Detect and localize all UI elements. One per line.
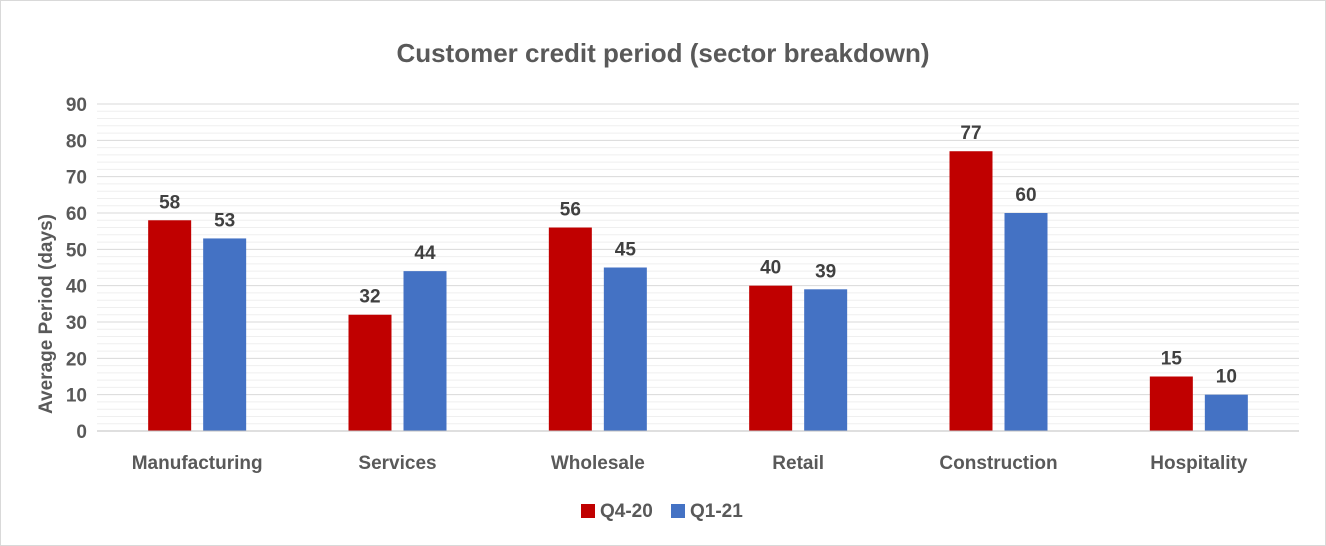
bar-q4-20-construction: [949, 151, 993, 431]
y-axis-ticks: 0 10 20 30 40 50 60 70 80 90: [66, 95, 87, 443]
bar-q4-20-manufacturing: [148, 220, 192, 431]
data-label: 39: [815, 261, 836, 282]
y-tick-label: 0: [76, 422, 87, 443]
legend-item-q4-20: Q4-20: [581, 501, 653, 522]
x-tick-label: Retail: [772, 453, 824, 474]
bar-q4-20-hospitality: [1149, 376, 1193, 431]
bar-q1-21-manufacturing: [203, 238, 247, 431]
x-tick-label: Manufacturing: [132, 453, 263, 474]
data-label: 56: [560, 200, 581, 221]
x-tick-label: Wholesale: [551, 453, 645, 474]
data-label: 15: [1161, 349, 1183, 370]
bar-q4-20-retail: [749, 285, 793, 431]
bar-q1-21-retail: [804, 289, 848, 431]
bar-q1-21-wholesale: [603, 267, 647, 431]
legend-item-q1-21: Q1-21: [671, 501, 743, 522]
bar-q1-21-construction: [1004, 213, 1048, 431]
y-tick-label: 10: [66, 386, 87, 407]
legend-label: Q1-21: [690, 501, 743, 522]
data-label: 44: [414, 243, 436, 264]
data-label: 45: [615, 240, 637, 261]
gridlines: [97, 103, 1299, 425]
legend-swatch: [671, 504, 685, 518]
legend-swatch: [581, 504, 595, 518]
chart-title: Customer credit period (sector breakdown…: [396, 38, 929, 68]
y-tick-label: 20: [66, 349, 87, 370]
bar-q1-21-services: [403, 271, 447, 431]
x-tick-label: Hospitality: [1150, 453, 1248, 474]
y-tick-label: 90: [66, 95, 87, 116]
legend: Q4-20 Q1-21: [581, 501, 743, 522]
y-axis-label: Average Period (days): [36, 214, 57, 414]
bar-q1-21-hospitality: [1204, 394, 1248, 431]
bar-q4-20-services: [348, 314, 392, 431]
y-tick-label: 60: [66, 204, 87, 225]
x-tick-label: Construction: [939, 453, 1057, 474]
data-label: 53: [214, 210, 235, 231]
y-tick-label: 40: [66, 277, 87, 298]
x-tick-label: Services: [358, 453, 436, 474]
data-label: 32: [359, 287, 380, 308]
legend-label: Q4-20: [600, 501, 653, 522]
y-tick-label: 80: [66, 131, 87, 152]
y-tick-label: 70: [66, 168, 87, 189]
x-axis-ticks: Manufacturing Services Wholesale Retail Cons…: [132, 453, 1248, 474]
bars: [148, 151, 1248, 431]
bar-q4-20-wholesale: [548, 227, 592, 431]
data-label: 77: [960, 123, 981, 144]
data-label: 10: [1216, 367, 1237, 388]
y-tick-label: 30: [66, 313, 87, 334]
data-label: 60: [1015, 185, 1036, 206]
y-tick-label: 50: [66, 240, 87, 261]
data-label: 40: [760, 258, 781, 279]
data-labels: 58 53 32 44 56 45 40 39 77 60 15 10: [159, 123, 1237, 387]
data-label: 58: [159, 192, 180, 213]
